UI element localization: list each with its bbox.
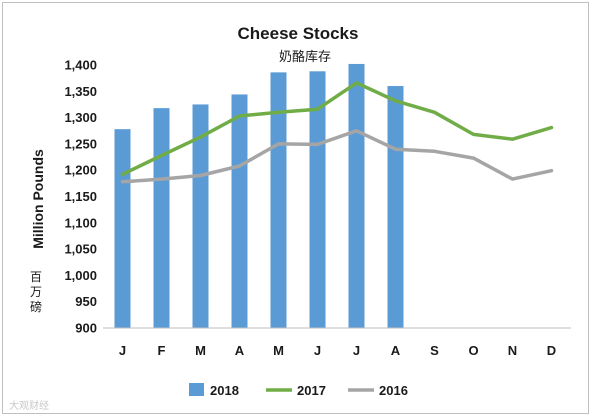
y-axis-secondary-label: 百万磅: [30, 270, 42, 314]
bars-2018: [114, 63, 404, 329]
x-tick-label: O: [468, 343, 478, 358]
bar-2018-1: [114, 129, 131, 328]
bar-2018-2: [153, 108, 170, 328]
y-tick-label: 1,250: [64, 136, 97, 151]
line-2017: [120, 81, 554, 177]
chart-subtitle: 奶酪库存: [279, 49, 331, 65]
y-axis-secondary-label-char: 磅: [30, 299, 42, 314]
x-tick-label: S: [430, 343, 439, 358]
y-tick-label: 1,150: [64, 189, 97, 204]
x-tick-label: A: [235, 343, 245, 358]
chart-title: Cheese Stocks: [238, 24, 359, 43]
x-tick-label: F: [158, 343, 166, 358]
x-tick-label: J: [314, 343, 321, 358]
bar-2018-5: [270, 72, 287, 328]
y-tick-label: 950: [75, 294, 97, 309]
legend-label-2018: 2018: [210, 383, 239, 398]
x-tick-label: J: [119, 343, 126, 358]
bar-2018-4: [231, 94, 248, 329]
x-tick-label: A: [391, 343, 401, 358]
watermark-text: 大观财经: [9, 399, 49, 412]
y-axis-label: Million Pounds: [30, 149, 46, 249]
cheese-stocks-chart: Cheese Stocks 奶酪库存 Million Pounds 百万磅 90…: [9, 24, 571, 412]
y-tick-label: 900: [75, 321, 97, 336]
line-2016: [120, 129, 554, 184]
y-tick-label: 1,100: [64, 215, 97, 230]
y-axis-secondary-label-char: 万: [30, 285, 42, 299]
bar-2018-8: [387, 86, 404, 328]
legend-label-2017: 2017: [297, 383, 326, 398]
legend: 2018 2017 2016: [189, 383, 408, 398]
y-tick-label: 1,050: [64, 242, 97, 257]
y-tick-label: 1,000: [64, 268, 97, 283]
bar-2018-3: [192, 104, 209, 328]
y-tick-label: 1,300: [64, 110, 97, 125]
y-axis-secondary-label-char: 百: [30, 270, 42, 284]
x-tick-label: M: [195, 343, 206, 358]
y-tick-label: 1,400: [64, 58, 97, 73]
chart-frame: Cheese Stocks 奶酪库存 Million Pounds 百万磅 90…: [2, 2, 589, 414]
x-tick-label: J: [353, 343, 360, 358]
y-tick-label: 1,200: [64, 163, 97, 178]
x-tick-label: D: [547, 343, 556, 358]
bar-2018-6: [309, 71, 326, 328]
x-tick-label: M: [273, 343, 284, 358]
y-tick-label: 1,350: [64, 84, 97, 99]
lines: [120, 81, 554, 184]
y-axis-ticks: 900 950 1,000 1,050 1,100 1,150 1,200 1,250 1,30…: [64, 58, 97, 336]
legend-swatch-2018: [189, 383, 204, 396]
bar-2018-7: [348, 63, 365, 328]
legend-label-2016: 2016: [379, 383, 408, 398]
x-tick-label: N: [508, 343, 517, 358]
